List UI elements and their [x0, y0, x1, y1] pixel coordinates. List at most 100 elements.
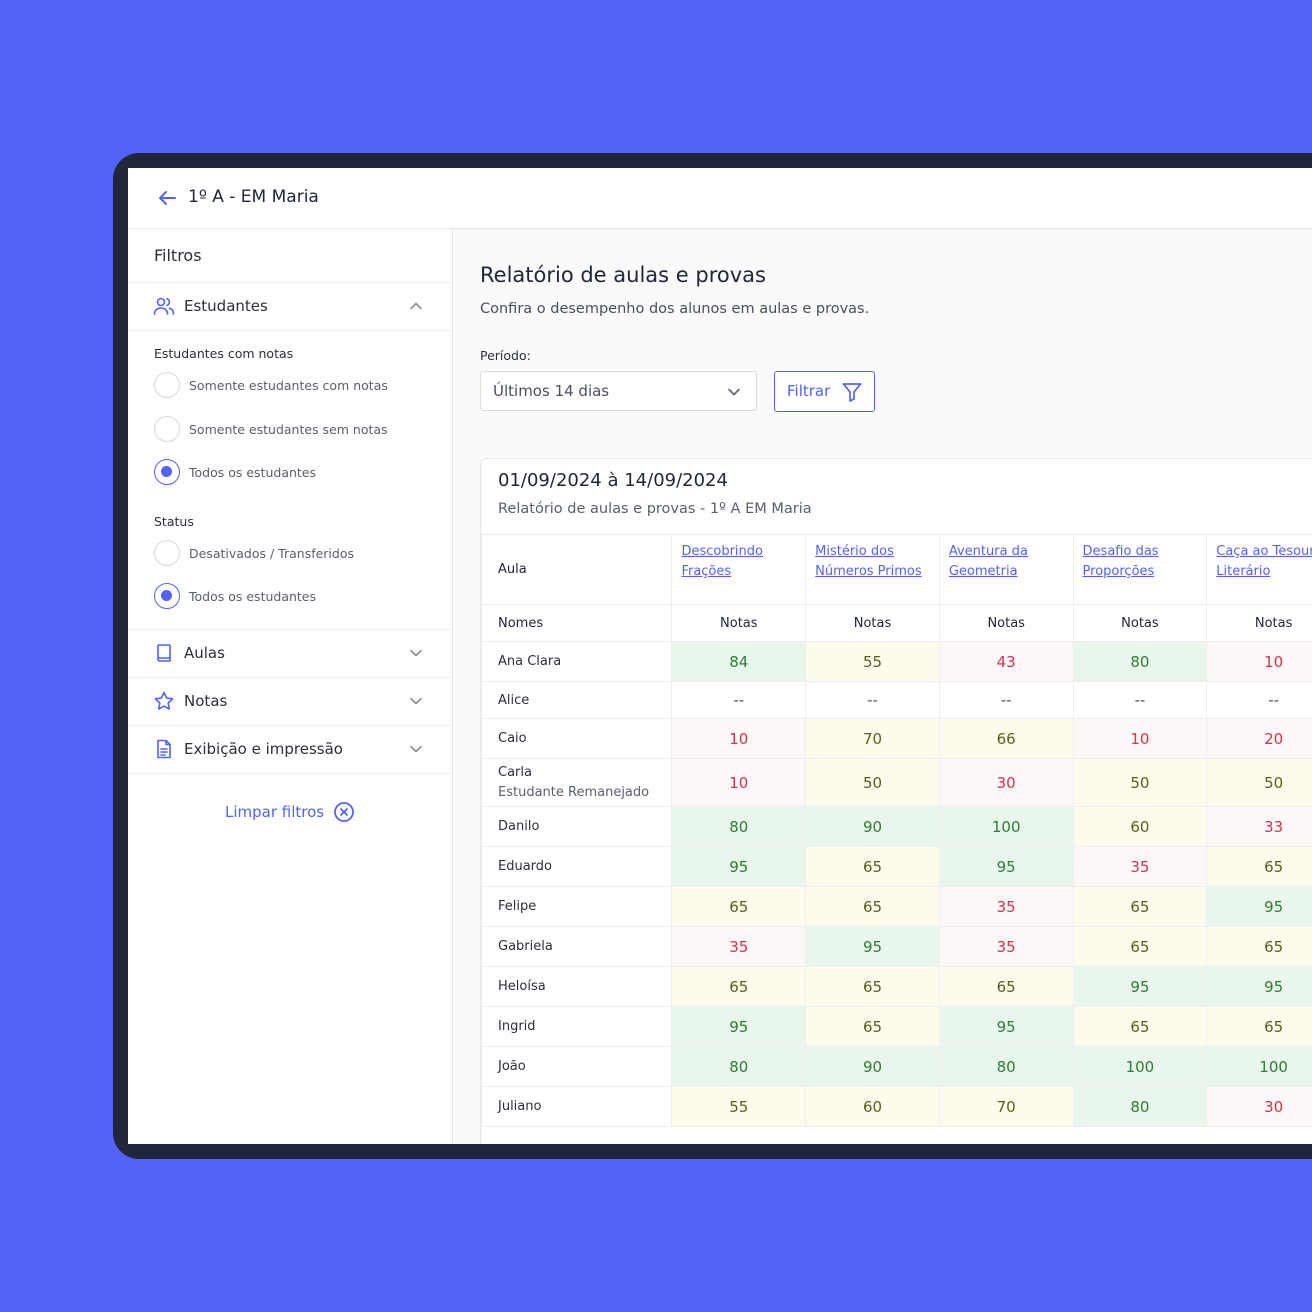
student-name: Alice — [498, 692, 530, 708]
grade-cell: 50 — [1072, 758, 1208, 807]
arrow-left-icon[interactable] — [156, 187, 178, 209]
student-row: Danilo 80 90 100 60 33 — [481, 806, 1312, 847]
radio-only-with-grades[interactable]: Somente estudantes com notas — [154, 372, 388, 398]
student-name: João — [498, 1059, 526, 1074]
grade-cell: 35 — [938, 926, 1074, 967]
lesson-link[interactable]: Descobrindo Frações — [671, 534, 807, 605]
grade-cell: 30 — [938, 758, 1074, 807]
divider — [128, 629, 453, 630]
grades-header: Notas — [671, 604, 807, 642]
student-name-cell: Ingrid — [481, 1006, 673, 1047]
section-lessons[interactable]: Aulas — [128, 630, 453, 676]
grades-header: Notas — [805, 604, 940, 642]
lesson-link[interactable]: Mistério dos Números Primos — [805, 534, 940, 605]
grade-cell: 95 — [938, 1006, 1074, 1047]
grade-cell: 35 — [938, 886, 1074, 927]
divider — [128, 282, 453, 283]
grade-cell: 65 — [805, 886, 940, 927]
student-name-cell: Felipe — [481, 886, 673, 927]
radio-button-checked[interactable] — [154, 459, 180, 485]
grade-cell: 35 — [671, 926, 807, 967]
grade-cell: 65 — [805, 966, 940, 1007]
lesson-header-row: Aula Descobrindo Frações Mistério dos Nú… — [481, 534, 1312, 605]
divider — [128, 725, 453, 726]
radio-button[interactable] — [154, 540, 180, 566]
grade-cell: 10 — [1206, 641, 1312, 682]
period-select[interactable]: Últimos 14 dias — [480, 371, 757, 411]
grade-cell: 80 — [1072, 641, 1208, 682]
lesson-link[interactable]: Aventura da Geometria — [938, 534, 1074, 605]
chevron-down-icon — [728, 388, 740, 396]
grade-cell: 65 — [805, 1006, 940, 1047]
section-grades[interactable]: Notas — [128, 678, 453, 724]
grade-cell: 35 — [1072, 846, 1208, 887]
student-row: Carla Estudante Remanejado 10 50 30 50 50 — [481, 758, 1312, 807]
names-header: Nomes — [481, 604, 673, 642]
report-subtitle: Relatório de aulas e provas - 1º A EM Ma… — [498, 501, 812, 517]
chevron-down-icon[interactable] — [408, 693, 424, 709]
report-date-range: 01/09/2024 à 14/09/2024 — [498, 470, 728, 491]
grade-cell: 80 — [938, 1046, 1074, 1087]
radio-button[interactable] — [154, 372, 180, 398]
student-name-cell: Heloísa — [481, 966, 673, 1007]
report-card: 01/09/2024 à 14/09/2024 Relatório de aul… — [480, 458, 1312, 1144]
radio-deactivated[interactable]: Desativados / Transferidos — [154, 540, 354, 566]
grade-cell: 66 — [938, 718, 1074, 759]
filter-button[interactable]: Filtrar — [774, 371, 875, 412]
student-name: Danilo — [498, 819, 540, 834]
grade-cell: 65 — [1206, 1006, 1312, 1047]
grade-cell: 100 — [938, 806, 1074, 847]
app-screen: 1º A - EM Maria Filtros Estudantes Estud… — [128, 168, 1312, 1144]
grade-cell: 65 — [1072, 1006, 1208, 1047]
grade-cell: 95 — [1072, 966, 1208, 1007]
clear-filters-label: Limpar filtros — [225, 803, 325, 821]
grade-cell: 65 — [1072, 886, 1208, 927]
grade-cell: 55 — [671, 1086, 807, 1127]
grade-cell: 50 — [1206, 758, 1312, 807]
grade-cell: 65 — [671, 886, 807, 927]
page-title: Relatório de aulas e provas — [480, 263, 766, 287]
grade-cell: 55 — [805, 641, 940, 682]
student-row: Heloísa 65 65 65 95 95 — [481, 966, 1312, 1007]
chevron-up-icon[interactable] — [408, 298, 424, 314]
radio-button-checked[interactable] — [154, 583, 180, 609]
radio-all-students[interactable]: Todos os estudantes — [154, 459, 316, 485]
grade-cell: 60 — [805, 1086, 940, 1127]
student-row: Juliano 55 60 70 80 30 — [481, 1086, 1312, 1127]
grade-cell: 10 — [1072, 718, 1208, 759]
grades-header: Notas — [938, 604, 1074, 642]
chevron-down-icon[interactable] — [408, 741, 424, 757]
student-name-cell: Ana Clara — [481, 641, 673, 682]
lesson-link[interactable]: Desafio das Proporções — [1072, 534, 1208, 605]
student-row: Felipe 65 65 35 65 95 — [481, 886, 1312, 927]
grade-cell: 95 — [671, 846, 807, 887]
student-name-cell: João — [481, 1046, 673, 1087]
aula-header: Aula — [481, 534, 673, 605]
radio-button[interactable] — [154, 416, 180, 442]
grade-cell: 70 — [805, 718, 940, 759]
page-subtitle: Confira o desempenho dos alunos em aulas… — [480, 301, 870, 317]
report-table: Aula Descobrindo Frações Mistério dos Nú… — [481, 534, 1312, 1127]
star-icon — [154, 691, 174, 710]
student-row: Ingrid 95 65 95 65 65 — [481, 1006, 1312, 1047]
document-icon — [157, 739, 171, 759]
section-students[interactable]: Estudantes — [128, 283, 453, 329]
grade-cell: 10 — [671, 718, 807, 759]
student-name: Carla — [498, 765, 532, 780]
clear-filters-button[interactable]: Limpar filtros — [225, 801, 355, 823]
grade-cell: 43 — [938, 641, 1074, 682]
section-display-print[interactable]: Exibição e impressão — [128, 726, 453, 772]
student-row: Eduardo 95 65 95 35 65 — [481, 846, 1312, 887]
grade-cell: 80 — [1072, 1086, 1208, 1127]
class-title: 1º A - EM Maria — [188, 187, 319, 207]
grade-cell: 50 — [805, 758, 940, 807]
grade-cell: 95 — [1206, 966, 1312, 1007]
period-label: Período: — [480, 348, 531, 363]
group-label-status: Status — [154, 514, 194, 529]
lesson-link[interactable]: Caça ao Tesouro Literário — [1206, 534, 1312, 605]
chevron-down-icon[interactable] — [408, 645, 424, 661]
radio-all-status[interactable]: Todos os estudantes — [154, 583, 316, 609]
radio-only-without-grades[interactable]: Somente estudantes sem notas — [154, 416, 388, 442]
grade-cell: -- — [671, 681, 807, 719]
student-name: Caio — [498, 731, 527, 746]
